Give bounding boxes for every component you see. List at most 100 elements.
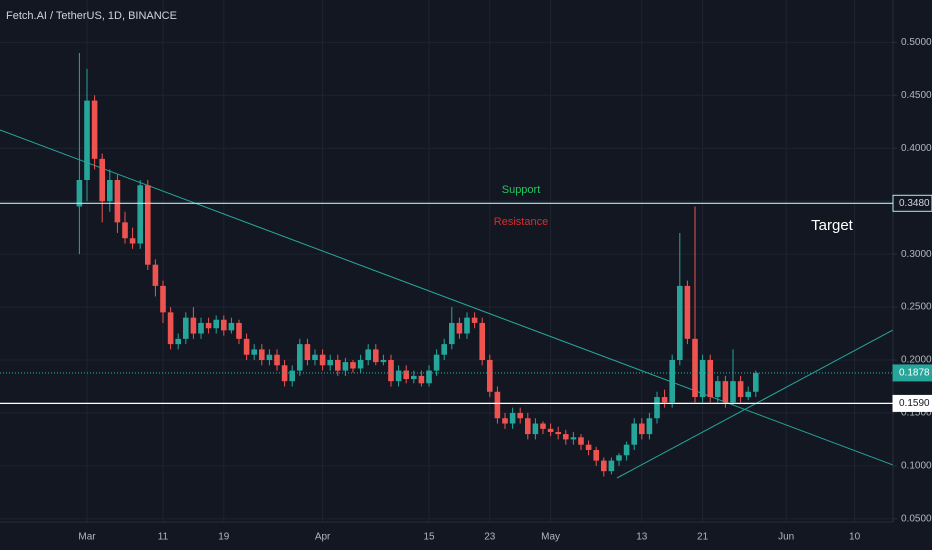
candle-body [274,354,280,366]
candle-body [555,432,561,435]
candle-body [137,185,143,244]
x-tick-label: 15 [423,532,435,543]
candle-body [228,322,235,331]
candle-body [145,185,151,265]
candle-body [563,434,569,440]
candle-body [441,344,447,355]
candle-body [509,412,516,424]
plot [0,52,893,477]
candle-body [570,437,577,440]
price-label-box [892,194,932,212]
grid [0,0,893,522]
candle-body [350,362,356,369]
candle-body [259,349,265,360]
price-label: 0.3480 [899,198,930,209]
candle-body [99,158,105,202]
chart-title: Fetch.AI / TetherUS, 1D, BINANCE [6,10,177,22]
candle-body [213,319,219,329]
x-tick-label: 13 [636,532,648,543]
candle-body [471,317,478,323]
candle-body [91,100,98,159]
candle-body [365,349,371,360]
candle-body [494,391,501,419]
candle-body [160,285,166,313]
candle-body [251,349,257,355]
candle-body [243,338,250,355]
candle-body [289,370,295,382]
candle-body [418,375,425,384]
candle-body [327,360,333,366]
y-tick-label: 0.4500 [901,90,932,101]
annotation: Target [811,217,854,234]
candle-body [297,344,303,371]
candle-body [487,360,493,392]
candle-body [76,180,83,207]
candle-body [304,344,311,360]
x-tick-label: 11 [158,532,169,543]
candle-body [380,360,387,363]
candle-body [335,360,341,371]
x-tick-label: 10 [849,532,861,543]
candle-body [464,317,470,334]
x-tick-label: 23 [484,532,496,543]
candle-body [517,412,523,419]
candle-body [616,455,622,461]
candle-body [266,354,273,360]
y-tick-label: 0.2500 [901,302,932,313]
candle-body [342,362,349,371]
candle-body [540,423,546,429]
candle-body [669,360,675,403]
y-tick-label: 0.5000 [901,37,932,48]
candle-body [122,222,128,239]
candle-body [707,360,713,398]
y-tick-label: 0.4000 [901,143,932,154]
candle-body [699,360,706,398]
price-label-box [892,364,932,382]
candle-body [198,322,204,334]
x-tick-label: May [541,532,560,543]
candle-body [608,460,615,472]
candle-body [236,322,242,339]
y-tick-label: 0.2000 [901,355,932,366]
candle-body [449,322,455,345]
candle-body [623,444,630,456]
candle-body [730,381,736,403]
candle-body [532,423,539,435]
candle-body [167,312,174,345]
price-label: 0.1590 [899,398,930,409]
x-tick-label: Jun [778,532,794,543]
candle-body [456,322,463,334]
candle-body [525,418,531,435]
candle-body [403,370,409,380]
candle-body [190,317,197,334]
candle-body [129,238,136,244]
candle-body [183,317,189,339]
axes: 0.05000.10000.15000.20000.25000.30000.35… [78,37,932,543]
candle-body [221,319,227,331]
candle-body [631,423,637,445]
candle-body [547,428,554,432]
y-tick-label: 0.1000 [901,461,932,472]
candle-body [107,180,113,202]
candle-body [639,423,645,435]
candle-body [357,360,364,369]
candle-body [753,372,759,392]
candle-body [715,381,721,398]
annotation: Resistance [494,216,548,228]
candle-body [319,354,326,366]
candle-body [684,285,691,339]
candle-body [152,264,159,286]
candle-body [745,391,751,398]
candle-body [312,354,318,360]
candle-body [601,460,607,472]
candle-body [373,349,379,363]
candle-body [692,338,698,398]
candle-body [281,365,288,382]
candle-body [578,437,584,445]
candle-body [433,354,440,371]
candle-body [502,418,508,424]
candle-body [388,360,394,382]
candle-body [479,322,485,360]
candle-body [411,375,417,380]
y-tick-label: 0.1500 [901,408,932,419]
